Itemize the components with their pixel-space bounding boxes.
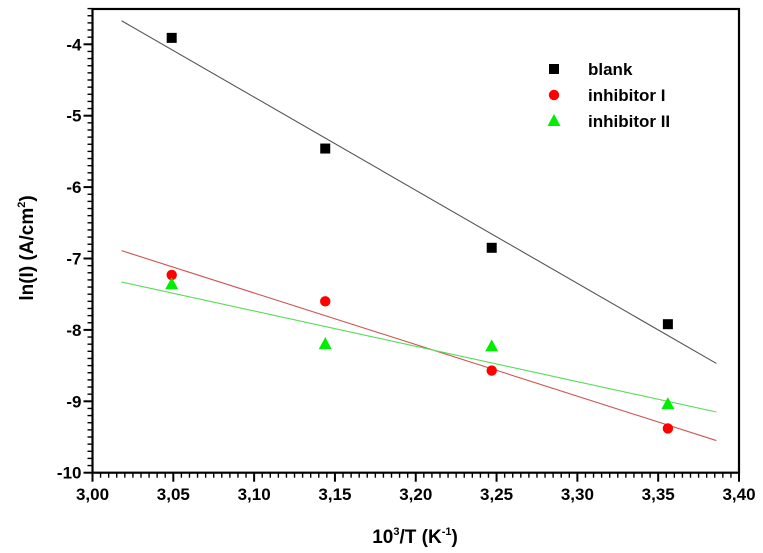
x-tick-label: 3,25 xyxy=(480,485,513,504)
legend-label: blank xyxy=(588,60,633,79)
x-axis-title: 103/T (K-1) xyxy=(372,526,458,548)
x-tick-label: 3,20 xyxy=(399,485,432,504)
data-point-blank xyxy=(320,143,331,154)
data-point-inhibitor-i xyxy=(166,269,177,281)
y-axis-title: ln(I) (A/cm2) xyxy=(16,195,38,300)
fit-lines xyxy=(121,20,717,442)
data-point-inhibitor-ii xyxy=(165,277,179,290)
legend-marker-inhibitor-ii xyxy=(547,114,561,126)
y-tick-label: -10 xyxy=(57,464,82,483)
fit-line-blank xyxy=(121,20,717,364)
legend-label: inhibitor I xyxy=(588,86,665,105)
legend: blank inhibitor I inhibitor II xyxy=(547,60,670,131)
data-point-inhibitor-ii xyxy=(661,397,675,410)
data-point-inhibitor-i xyxy=(320,296,331,307)
y-tick-label: -9 xyxy=(66,392,81,411)
y-axis-ticks: -10 -9 -8 -7 -6 -5 -4 xyxy=(57,7,93,483)
data-point-inhibitor-ii xyxy=(318,337,332,350)
data-point-blank xyxy=(166,32,177,43)
data-points xyxy=(165,32,675,434)
x-tick-label: 3,00 xyxy=(76,485,109,504)
data-point-inhibitor-i xyxy=(662,423,674,434)
legend-marker-blank xyxy=(549,64,559,74)
y-tick-label: -8 xyxy=(66,321,81,340)
x-tick-label: 3,05 xyxy=(157,485,190,504)
data-point-blank xyxy=(662,319,673,330)
legend-marker-inhibitor-i xyxy=(548,89,560,101)
data-point-blank xyxy=(486,242,497,253)
data-point-inhibitor-ii xyxy=(485,339,499,352)
legend-label: inhibitor II xyxy=(588,112,670,131)
y-tick-label: -5 xyxy=(66,107,81,126)
x-tick-label: 3,10 xyxy=(238,485,271,504)
y-tick-label: -4 xyxy=(66,35,82,54)
y-tick-label: -7 xyxy=(66,250,81,269)
y-tick-label: -6 xyxy=(66,178,81,197)
plot-frame xyxy=(91,7,741,474)
x-tick-label: 3,35 xyxy=(642,485,675,504)
fit-line-inhibitor-ii xyxy=(121,281,717,413)
data-point-inhibitor-i xyxy=(486,365,497,376)
x-tick-label: 3,15 xyxy=(318,485,351,504)
x-tick-label: 3,30 xyxy=(561,485,594,504)
fit-line-inhibitor-i xyxy=(121,250,717,442)
x-tick-label: 3,40 xyxy=(722,485,755,504)
x-axis-ticks: 3,00 3,05 3,10 3,15 3,20 3,25 3,30 3,35 3,40 xyxy=(76,472,756,504)
